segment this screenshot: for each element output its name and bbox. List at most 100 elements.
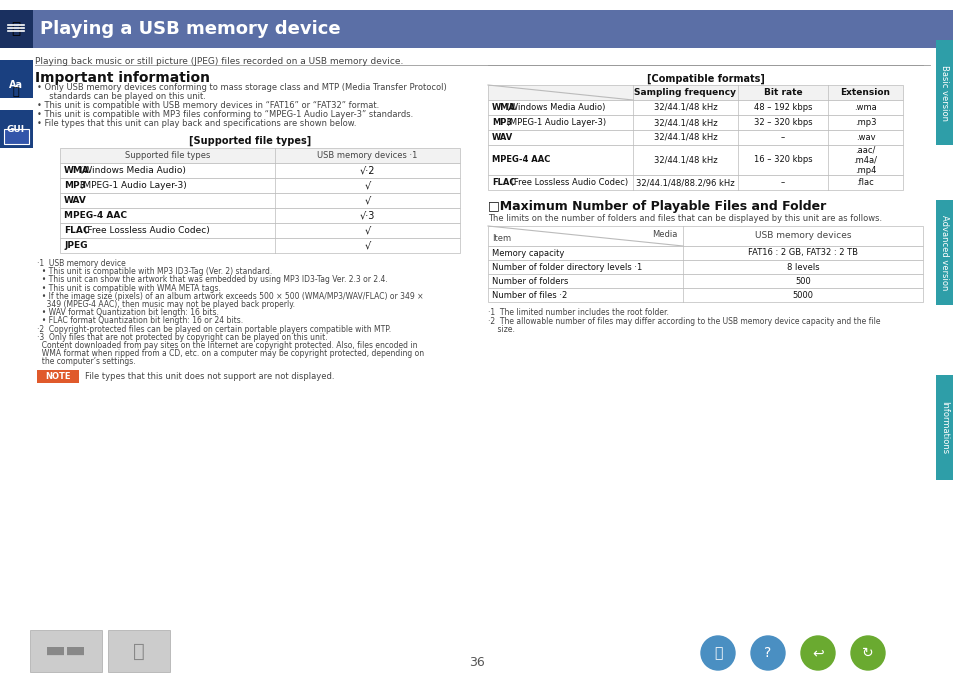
Text: (Windows Media Audio): (Windows Media Audio) [76, 166, 185, 175]
Text: 5000: 5000 [792, 290, 813, 300]
Text: FLAC: FLAC [64, 226, 90, 235]
Text: .aac/
.m4a/
.mp4: .aac/ .m4a/ .mp4 [853, 145, 877, 175]
Bar [488, 226, 923, 246]
Text: √: √ [364, 180, 370, 190]
Text: Basic version: Basic version [940, 65, 948, 121]
Text: □Maximum Number of Playable Files and Folder: □Maximum Number of Playable Files and Fo… [488, 200, 825, 213]
Text: ↻: ↻ [862, 646, 873, 660]
Bar [0, 10, 33, 48]
Text: MPEG-4 AAC: MPEG-4 AAC [64, 211, 127, 220]
Bar [488, 115, 902, 130]
Bar [488, 145, 902, 175]
Text: ⬛: ⬛ [133, 641, 145, 661]
Text: 32/44.1/48 kHz: 32/44.1/48 kHz [653, 155, 717, 165]
Text: MPEG-4 AAC: MPEG-4 AAC [492, 155, 550, 165]
Text: ?: ? [763, 646, 771, 660]
Text: WMA format when ripped from a CD, etc. on a computer may be copyright protected,: WMA format when ripped from a CD, etc. o… [37, 349, 424, 358]
Text: ↩: ↩ [811, 646, 823, 660]
Bar [935, 40, 953, 145]
Text: ·3  Only files that are not protected by copyright can be played on this unit.: ·3 Only files that are not protected by … [37, 333, 327, 342]
Text: • This unit is compatible with WMA META tags.: • This unit is compatible with WMA META … [37, 284, 221, 292]
Text: 16 – 320 kbps: 16 – 320 kbps [753, 155, 811, 165]
Text: [Supported file types]: [Supported file types] [189, 136, 311, 146]
Text: 📚: 📚 [713, 646, 721, 660]
Bar [488, 260, 923, 274]
Text: File types that this unit does not support are not displayed.: File types that this unit does not suppo… [85, 372, 335, 381]
Text: size.: size. [488, 325, 515, 334]
Text: Informations: Informations [940, 402, 948, 454]
Text: standards can be played on this unit.: standards can be played on this unit. [44, 92, 206, 101]
Text: (Windows Media Audio): (Windows Media Audio) [503, 103, 605, 112]
Text: 32/44.1/48 kHz: 32/44.1/48 kHz [653, 118, 717, 127]
Bar [935, 305, 953, 308]
Text: • This unit is compatible with MP3 ID3-Tag (Ver. 2) standard.: • This unit is compatible with MP3 ID3-T… [37, 267, 272, 276]
Text: The limits on the number of folders and files that can be displayed by this unit: The limits on the number of folders and … [488, 214, 882, 223]
Text: .mp3: .mp3 [854, 118, 876, 127]
Text: Supported file types: Supported file types [125, 151, 210, 160]
Bar [0, 60, 33, 98]
Bar [488, 175, 902, 190]
Bar [30, 630, 102, 672]
Text: 349 (MPEG-4 AAC), then music may not be played back properly.: 349 (MPEG-4 AAC), then music may not be … [37, 300, 294, 309]
Text: Advanced version: Advanced version [940, 215, 948, 291]
Text: √: √ [364, 225, 370, 236]
Text: Aa: Aa [9, 80, 23, 90]
Text: 32/44.1/48/88.2/96 kHz: 32/44.1/48/88.2/96 kHz [636, 178, 734, 187]
Circle shape [750, 636, 784, 670]
Bar [4, 129, 29, 144]
Text: Extension: Extension [840, 88, 889, 97]
Text: Number of folders: Number of folders [492, 277, 568, 286]
Text: ▬▬: ▬▬ [45, 641, 87, 661]
Bar [60, 193, 459, 208]
Bar [488, 130, 902, 145]
Text: MP3: MP3 [64, 181, 86, 190]
Bar [0, 10, 953, 48]
Bar [108, 630, 170, 672]
Text: Item: Item [492, 234, 511, 243]
Bar [60, 223, 459, 238]
Text: Memory capacity: Memory capacity [492, 248, 564, 257]
Bar [488, 85, 902, 100]
Circle shape [700, 636, 734, 670]
Text: √·2: √·2 [359, 165, 375, 176]
Text: 👥: 👥 [12, 87, 19, 97]
Text: FLAC: FLAC [492, 178, 515, 187]
Text: √·3: √·3 [359, 211, 375, 221]
Text: Content downloaded from pay sites on the Internet are copyright protected. Also,: Content downloaded from pay sites on the… [37, 341, 417, 350]
Text: –: – [781, 133, 784, 142]
Text: • This unit can show the artwork that was embedded by using MP3 ID3-Tag Ver. 2.3: • This unit can show the artwork that wa… [37, 275, 387, 284]
Text: .flac: .flac [856, 178, 874, 187]
Text: Bit rate: Bit rate [763, 88, 801, 97]
Text: 32/44.1/48 kHz: 32/44.1/48 kHz [653, 103, 717, 112]
Text: –: – [781, 178, 784, 187]
Text: 32/44.1/48 kHz: 32/44.1/48 kHz [653, 133, 717, 142]
Text: 500: 500 [794, 277, 810, 286]
Text: NOTE: NOTE [45, 372, 71, 381]
Text: WMA: WMA [492, 103, 516, 112]
Text: ·2  The allowable number of files may differ according to the USB memory device : ·2 The allowable number of files may dif… [488, 317, 880, 325]
Text: WAV: WAV [64, 196, 87, 205]
Text: • WAV format Quantization bit length: 16 bits.: • WAV format Quantization bit length: 16… [37, 308, 218, 317]
Bar [935, 200, 953, 305]
Text: Playing back music or still picture (JPEG) files recorded on a USB memory device: Playing back music or still picture (JPE… [35, 57, 403, 66]
Bar [488, 274, 923, 288]
Text: Media: Media [652, 230, 678, 239]
Text: Important information: Important information [35, 71, 210, 85]
Text: √: √ [364, 240, 370, 250]
Bar [60, 148, 459, 163]
Text: (Free Lossless Audio Codec): (Free Lossless Audio Codec) [81, 226, 210, 235]
Text: • This unit is compatible with MP3 files conforming to “MPEG-1 Audio Layer-3” st: • This unit is compatible with MP3 files… [37, 110, 413, 119]
Text: 48 – 192 kbps: 48 – 192 kbps [753, 103, 811, 112]
Text: ·2  Copyright-protected files can be played on certain portable players compatib: ·2 Copyright-protected files can be play… [37, 325, 391, 333]
Bar [60, 163, 459, 178]
Text: WMA: WMA [64, 166, 90, 175]
Text: 8 levels: 8 levels [786, 263, 819, 271]
Text: 32 – 320 kbps: 32 – 320 kbps [753, 118, 811, 127]
Circle shape [801, 636, 834, 670]
Text: Playing a USB memory device: Playing a USB memory device [40, 20, 340, 38]
Text: • This unit is compatible with USB memory devices in “FAT16” or “FAT32” format.: • This unit is compatible with USB memor… [37, 101, 379, 110]
Text: (MPEG-1 Audio Layer-3): (MPEG-1 Audio Layer-3) [503, 118, 605, 127]
Bar [935, 375, 953, 480]
Text: 📖: 📖 [11, 22, 21, 36]
Text: • Only USB memory devices conforming to mass storage class and MTP (Media Transf: • Only USB memory devices conforming to … [37, 83, 446, 92]
